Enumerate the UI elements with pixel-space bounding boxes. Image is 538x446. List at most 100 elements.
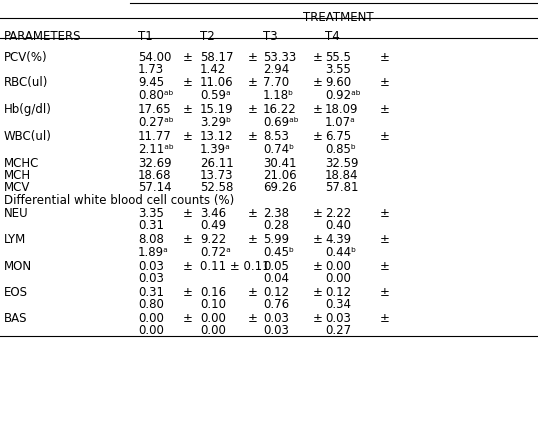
Text: 26.11: 26.11 xyxy=(200,157,233,170)
Text: ±: ± xyxy=(183,130,193,143)
Text: ±: ± xyxy=(380,207,390,220)
Text: 54.00: 54.00 xyxy=(138,51,172,64)
Text: ±: ± xyxy=(313,312,323,325)
Text: 0.59ᵃ: 0.59ᵃ xyxy=(200,89,231,102)
Text: 2.22: 2.22 xyxy=(325,207,351,220)
Text: 55.5: 55.5 xyxy=(325,51,351,64)
Text: 53.33: 53.33 xyxy=(263,51,296,64)
Text: T3: T3 xyxy=(263,30,278,43)
Text: 1.39ᵃ: 1.39ᵃ xyxy=(200,143,231,156)
Text: ±: ± xyxy=(313,51,323,64)
Text: 69.26: 69.26 xyxy=(263,181,297,194)
Text: 0.11 ± 0.11: 0.11 ± 0.11 xyxy=(200,260,270,273)
Text: 1.89ᵃ: 1.89ᵃ xyxy=(138,246,169,259)
Text: ±: ± xyxy=(248,207,258,220)
Text: ±: ± xyxy=(313,260,323,273)
Text: 0.16: 0.16 xyxy=(200,286,226,299)
Text: 0.27: 0.27 xyxy=(325,324,351,337)
Text: 17.65: 17.65 xyxy=(138,103,172,116)
Text: 8.08: 8.08 xyxy=(138,233,164,246)
Text: 0.69ᵃᵇ: 0.69ᵃᵇ xyxy=(263,116,299,129)
Text: 13.12: 13.12 xyxy=(200,130,233,143)
Text: ±: ± xyxy=(380,76,390,89)
Text: 16.22: 16.22 xyxy=(263,103,297,116)
Text: ±: ± xyxy=(380,260,390,273)
Text: 0.03: 0.03 xyxy=(263,312,289,325)
Text: ±: ± xyxy=(313,207,323,220)
Text: 0.28: 0.28 xyxy=(263,219,289,232)
Text: ±: ± xyxy=(248,103,258,116)
Text: RBC(ul): RBC(ul) xyxy=(4,76,48,89)
Text: 3.55: 3.55 xyxy=(325,63,351,76)
Text: ±: ± xyxy=(183,233,193,246)
Text: 0.12: 0.12 xyxy=(263,286,289,299)
Text: 0.10: 0.10 xyxy=(200,298,226,311)
Text: 8.53: 8.53 xyxy=(263,130,289,143)
Text: 0.03: 0.03 xyxy=(138,260,164,273)
Text: 13.73: 13.73 xyxy=(200,169,233,182)
Text: 0.80: 0.80 xyxy=(138,298,164,311)
Text: 9.60: 9.60 xyxy=(325,76,351,89)
Text: 3.35: 3.35 xyxy=(138,207,164,220)
Text: 18.09: 18.09 xyxy=(325,103,358,116)
Text: MCHC: MCHC xyxy=(4,157,39,170)
Text: 0.80ᵃᵇ: 0.80ᵃᵇ xyxy=(138,89,173,102)
Text: 58.17: 58.17 xyxy=(200,51,233,64)
Text: 1.07ᵃ: 1.07ᵃ xyxy=(325,116,356,129)
Text: 0.72ᵃ: 0.72ᵃ xyxy=(200,246,231,259)
Text: 9.22: 9.22 xyxy=(200,233,226,246)
Text: 7.70: 7.70 xyxy=(263,76,289,89)
Text: 0.05: 0.05 xyxy=(263,260,289,273)
Text: ±: ± xyxy=(183,312,193,325)
Text: T4: T4 xyxy=(325,30,340,43)
Text: PCV(%): PCV(%) xyxy=(4,51,48,64)
Text: ±: ± xyxy=(248,130,258,143)
Text: ±: ± xyxy=(183,51,193,64)
Text: T1: T1 xyxy=(138,30,153,43)
Text: WBC(ul): WBC(ul) xyxy=(4,130,52,143)
Text: BAS: BAS xyxy=(4,312,27,325)
Text: 0.03: 0.03 xyxy=(325,312,351,325)
Text: 2.38: 2.38 xyxy=(263,207,289,220)
Text: 0.12: 0.12 xyxy=(325,286,351,299)
Text: 2.94: 2.94 xyxy=(263,63,289,76)
Text: 18.68: 18.68 xyxy=(138,169,172,182)
Text: ±: ± xyxy=(380,286,390,299)
Text: MCH: MCH xyxy=(4,169,31,182)
Text: 0.49: 0.49 xyxy=(200,219,226,232)
Text: 0.04: 0.04 xyxy=(263,272,289,285)
Text: 0.34: 0.34 xyxy=(325,298,351,311)
Text: PARAMETERS: PARAMETERS xyxy=(4,30,81,43)
Text: 5.99: 5.99 xyxy=(263,233,289,246)
Text: NEU: NEU xyxy=(4,207,29,220)
Text: ±: ± xyxy=(380,233,390,246)
Text: 0.00: 0.00 xyxy=(200,312,226,325)
Text: 0.03: 0.03 xyxy=(263,324,289,337)
Text: 0.00: 0.00 xyxy=(325,272,351,285)
Text: 21.06: 21.06 xyxy=(263,169,296,182)
Text: 0.00: 0.00 xyxy=(138,324,164,337)
Text: ±: ± xyxy=(248,51,258,64)
Text: ±: ± xyxy=(183,207,193,220)
Text: ±: ± xyxy=(248,286,258,299)
Text: ±: ± xyxy=(380,312,390,325)
Text: MCV: MCV xyxy=(4,181,30,194)
Text: 0.74ᵇ: 0.74ᵇ xyxy=(263,143,294,156)
Text: 9.45: 9.45 xyxy=(138,76,164,89)
Text: ±: ± xyxy=(313,286,323,299)
Text: 3.46: 3.46 xyxy=(200,207,226,220)
Text: 0.00: 0.00 xyxy=(200,324,226,337)
Text: ±: ± xyxy=(248,312,258,325)
Text: ±: ± xyxy=(183,103,193,116)
Text: 3.29ᵇ: 3.29ᵇ xyxy=(200,116,231,129)
Text: 4.39: 4.39 xyxy=(325,233,351,246)
Text: ±: ± xyxy=(313,76,323,89)
Text: 0.92ᵃᵇ: 0.92ᵃᵇ xyxy=(325,89,361,102)
Text: TREATMENT: TREATMENT xyxy=(303,11,373,24)
Text: 15.19: 15.19 xyxy=(200,103,233,116)
Text: ±: ± xyxy=(313,130,323,143)
Text: 18.84: 18.84 xyxy=(325,169,358,182)
Text: ±: ± xyxy=(380,51,390,64)
Text: 6.75: 6.75 xyxy=(325,130,351,143)
Text: 0.27ᵃᵇ: 0.27ᵃᵇ xyxy=(138,116,174,129)
